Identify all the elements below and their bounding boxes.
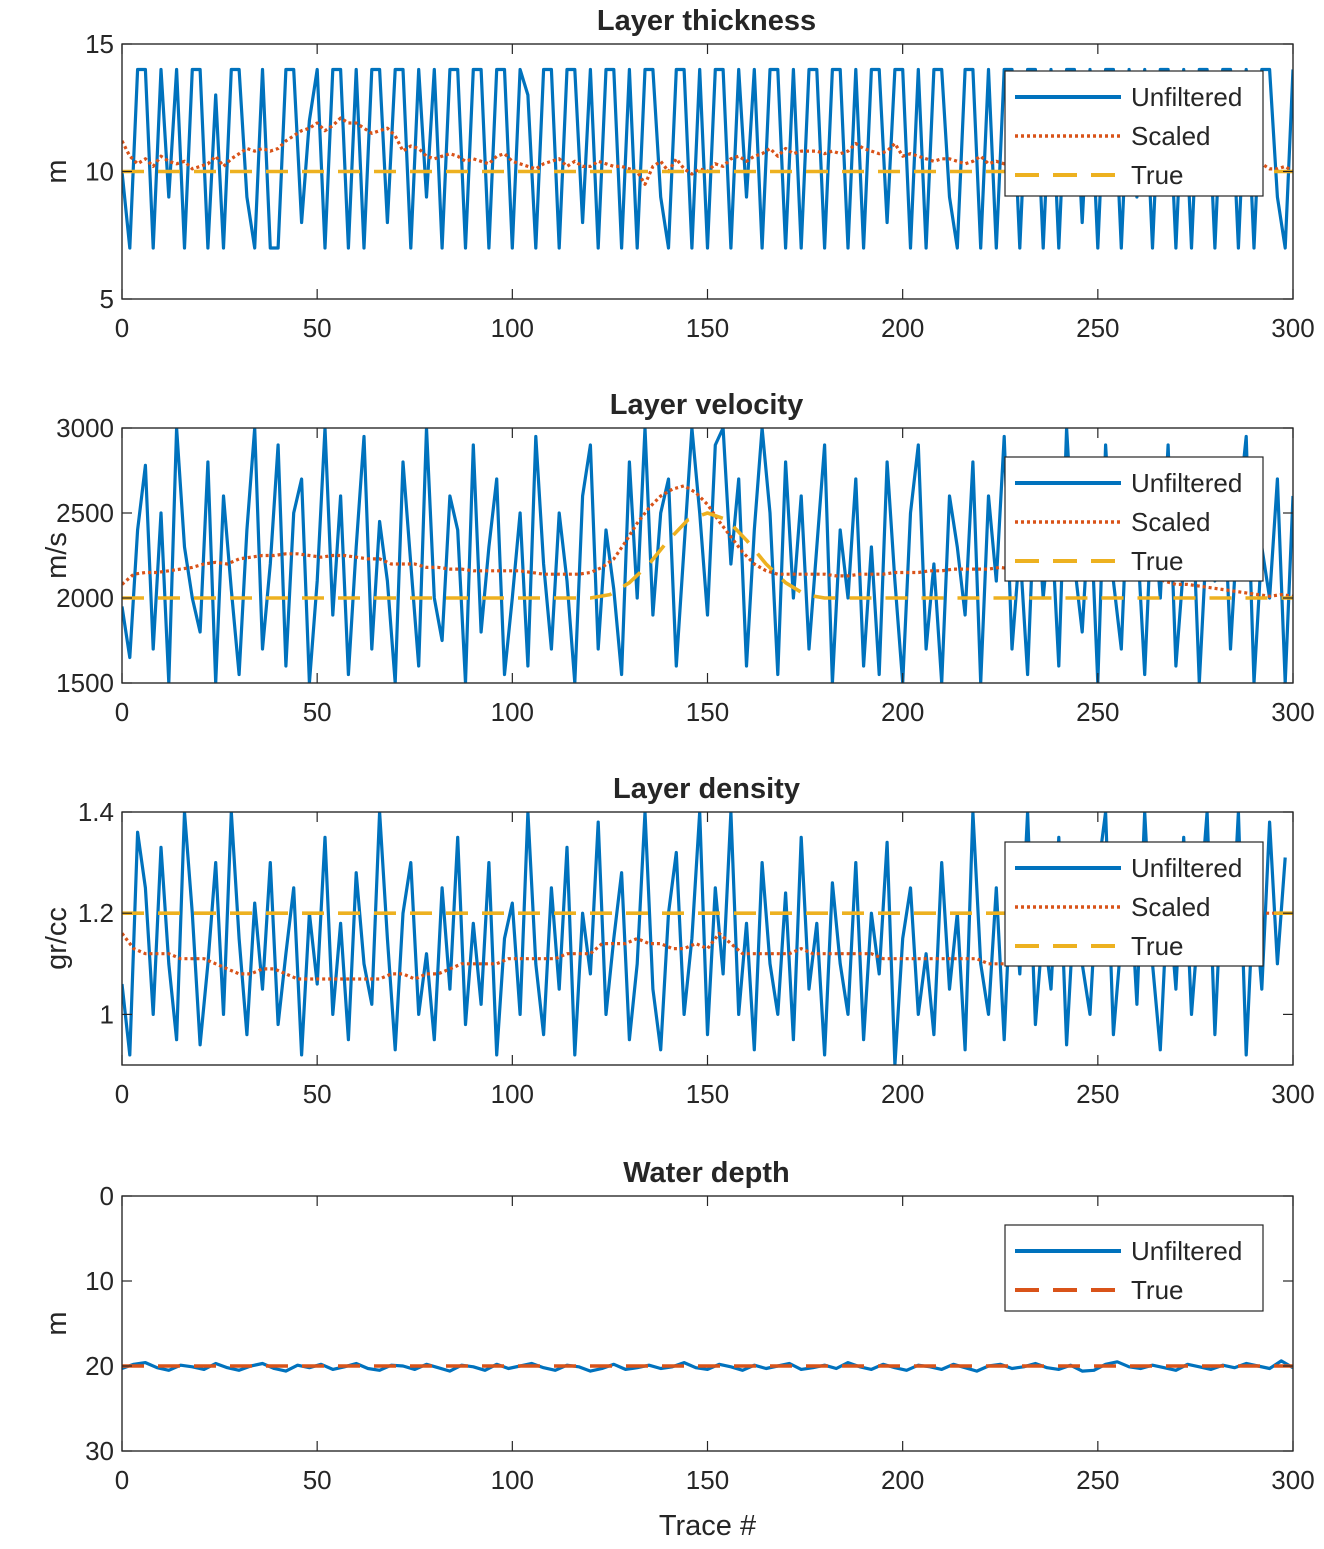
legend-label-scaled: Scaled	[1131, 892, 1211, 922]
x-tick-label: 100	[491, 697, 534, 727]
x-tick-label: 250	[1076, 1465, 1119, 1495]
legend-label-unfiltered: Unfiltered	[1131, 853, 1242, 883]
x-tick-label: 0	[115, 1465, 129, 1495]
y-tick-label: 1500	[56, 668, 114, 698]
y-tick-label: 20	[85, 1351, 114, 1381]
y-tick-label: 3000	[56, 413, 114, 443]
x-tick-label: 200	[881, 1079, 924, 1109]
series-group	[122, 1359, 1293, 1373]
x-tick-label: 50	[303, 1465, 332, 1495]
panel-3: 0 50 100 150 200 250 300 1 1.2 1.4 Layer density gr…	[41, 773, 1315, 1109]
y-tick-label: 2500	[56, 498, 114, 528]
x-tick-label: 100	[491, 1079, 534, 1109]
x-tick-label: 0	[115, 1079, 129, 1109]
x-tick-label: 150	[686, 313, 729, 343]
series-line-unfiltered	[122, 812, 1287, 1065]
y-axis-label: m/s	[41, 532, 73, 579]
y-tick-label: 10	[85, 1266, 114, 1296]
series-line-true	[122, 511, 1293, 600]
x-tick-label: 250	[1076, 1079, 1119, 1109]
x-tick-label: 300	[1271, 1079, 1314, 1109]
panel-title: Layer velocity	[610, 389, 803, 421]
y-tick-label: 10	[85, 157, 114, 187]
x-axis-label: Trace #	[659, 1510, 756, 1542]
x-tick-label: 50	[303, 697, 332, 727]
x-tick-label: 0	[115, 697, 129, 727]
x-tick-label: 250	[1076, 697, 1119, 727]
x-tick-label: 200	[881, 1465, 924, 1495]
legend-label-unfiltered: Unfiltered	[1131, 82, 1242, 112]
legend-label-unfiltered: Unfiltered	[1131, 468, 1242, 498]
panel-title: Water depth	[623, 1157, 789, 1189]
x-tick-label: 300	[1271, 313, 1314, 343]
panel-1: 0 50 100 150 200 250 300 5 10 15 Layer thickness m U…	[41, 5, 1315, 343]
x-tick-label: 300	[1271, 1465, 1314, 1495]
y-tick-label: 15	[85, 29, 114, 59]
series-line-unfiltered	[122, 428, 1293, 683]
x-tick-label: 50	[303, 1079, 332, 1109]
y-axis-label: gr/cc	[41, 907, 73, 970]
panel-2: 0 50 100 150 200 250 300 1500 2000 2500 3000 Layer …	[41, 389, 1315, 727]
x-tick-label: 100	[491, 1465, 534, 1495]
legend-label-true: True	[1131, 1275, 1184, 1305]
y-tick-label: 30	[85, 1436, 114, 1466]
x-tick-label: 250	[1076, 313, 1119, 343]
x-tick-label: 150	[686, 1465, 729, 1495]
x-tick-label: 300	[1271, 697, 1314, 727]
legend: Unfiltered True	[1004, 1224, 1264, 1312]
y-tick-label: 2000	[56, 583, 114, 613]
legend-box	[1004, 841, 1264, 967]
x-tick-label: 0	[115, 313, 129, 343]
legend-label-true: True	[1131, 546, 1184, 576]
legend: Unfiltered Scaled True	[1004, 456, 1264, 582]
y-tick-label: 5	[100, 284, 114, 314]
series-line-unfiltered	[122, 67, 1293, 250]
legend-box	[1004, 1224, 1264, 1312]
x-tick-label: 150	[686, 1079, 729, 1109]
y-tick-label: 1	[100, 999, 114, 1029]
y-axis-label: m	[41, 159, 73, 183]
legend-label-true: True	[1131, 160, 1184, 190]
x-tick-label: 100	[491, 313, 534, 343]
legend-box	[1004, 456, 1264, 582]
y-tick-label: 1.2	[78, 898, 114, 928]
x-tick-label: 150	[686, 697, 729, 727]
panel-title: Layer density	[613, 773, 800, 805]
panel-4: 0 50 100 150 200 250 300 0 10 20 30 Water depth m Tra…	[41, 1157, 1315, 1542]
legend: Unfiltered Scaled True	[1004, 70, 1264, 197]
panel-title: Layer thickness	[597, 5, 816, 37]
x-tick-label: 50	[303, 313, 332, 343]
legend-label-scaled: Scaled	[1131, 507, 1211, 537]
y-tick-label: 1.4	[78, 797, 114, 827]
y-tick-label: 0	[100, 1181, 114, 1211]
legend-label-scaled: Scaled	[1131, 121, 1211, 151]
legend-label-unfiltered: Unfiltered	[1131, 1236, 1242, 1266]
legend-label-true: True	[1131, 931, 1184, 961]
x-tick-label: 200	[881, 313, 924, 343]
legend-box	[1004, 70, 1264, 197]
x-tick-label: 200	[881, 697, 924, 727]
y-axis-label: m	[41, 1311, 73, 1335]
legend: Unfiltered Scaled True	[1004, 841, 1264, 967]
